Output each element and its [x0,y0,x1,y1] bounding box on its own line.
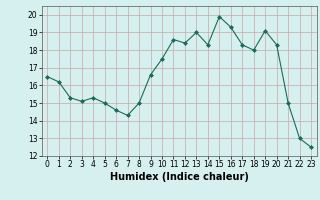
X-axis label: Humidex (Indice chaleur): Humidex (Indice chaleur) [110,172,249,182]
